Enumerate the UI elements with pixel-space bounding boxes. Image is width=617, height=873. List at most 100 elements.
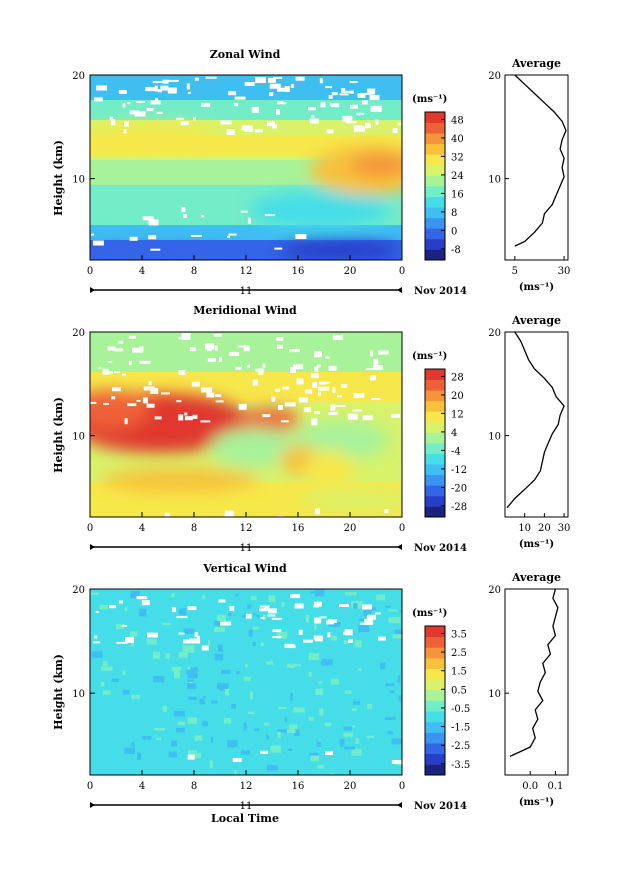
missing-data-cell [295,234,307,239]
heatmap-cell [124,747,135,754]
missing-data-cell [178,632,185,635]
missing-data-cell [93,641,101,644]
missing-data-cell [182,213,187,218]
missing-data-cell [124,418,128,425]
missing-data-cell [272,629,282,633]
missing-data-cell [296,378,304,385]
missing-data-cell [233,103,238,107]
missing-data-cell [142,397,148,404]
missing-data-cell [128,360,132,365]
missing-data-cell [134,111,146,117]
missing-data-cell [189,638,201,644]
missing-data-cell [353,125,363,130]
missing-data-cell [254,129,263,133]
heatmap-cell [276,632,287,639]
missing-data-cell [229,352,240,356]
colorbar-tick-label: 48 [451,115,464,126]
profile-line [509,588,559,757]
heatmap-region [100,468,260,492]
heatmap-cell [318,681,323,684]
missing-data-cell [330,404,336,411]
profile-y-tick-label: 20 [488,585,501,596]
heatmap-cell [388,609,398,612]
heatmap-cell [248,711,255,715]
missing-data-cell [143,386,155,391]
missing-data-cell [92,240,104,246]
heatmap-cell [187,671,198,679]
colorbar-swatch [425,112,445,123]
missing-data-cell [316,364,321,368]
profile-frame [504,331,569,518]
missing-data-cell [162,79,169,84]
heatmap-cell [245,663,248,668]
heatmap-band [90,75,402,100]
heatmap-cell [130,742,135,747]
x-tick-label: 16 [292,781,305,792]
heatmap-cell [287,748,293,751]
missing-data-cell [277,405,283,410]
missing-data-cell [293,364,304,370]
heatmap-cell [202,595,206,599]
missing-data-cell [271,396,276,402]
missing-data-cell [276,336,284,341]
x-tick-label: 0 [87,781,93,792]
missing-data-cell [327,632,331,638]
y-tick-label: 20 [72,585,85,596]
missing-data-cell [150,248,161,251]
missing-data-cell [193,117,196,121]
missing-data-cell [234,96,246,100]
heatmap-cell [224,718,232,724]
missing-data-cell [98,366,102,369]
missing-data-cell [374,612,381,615]
heatmap-cell [100,666,113,671]
colorbar-unit: (ms⁻¹) [412,351,447,362]
colorbar-swatch [425,495,445,507]
heatmap-cell [354,640,362,648]
missing-data-cell [178,370,186,375]
colorbar-frame [424,625,446,776]
missing-data-cell [128,335,136,339]
heatmap-cell [202,721,208,727]
colorbar-tick-label: 1.5 [451,667,467,678]
profile-x-tick-label: 30 [558,523,571,534]
missing-data-cell [181,207,186,213]
heatmap-cell [203,696,206,699]
heatmap-cell [91,651,103,658]
date-label: Nov 2014 [414,286,467,297]
y-tick-label: 20 [72,71,85,82]
missing-data-cell [367,614,376,620]
missing-data-cell [303,639,313,643]
heatmap-cell [243,676,251,682]
missing-data-cell [232,758,242,762]
missing-data-cell [391,413,401,418]
colorbar-unit: (ms⁻¹) [412,608,447,619]
missing-data-cell [342,90,350,93]
missing-data-cell [260,616,265,619]
heatmap-cell [287,730,296,733]
missing-data-cell [150,387,159,394]
missing-data-cell [375,119,379,125]
missing-data-cell [328,412,334,416]
missing-data-cell [284,643,295,648]
heatmap-cell [152,656,156,660]
heatmap-cell [268,595,276,602]
colorbar-swatch [425,421,445,433]
missing-data-cell [109,116,113,120]
colorbar-swatch [425,175,445,187]
ylabel-meridional: Height (km) [52,397,65,473]
missing-data-cell [154,85,158,92]
missing-data-cell [362,415,373,421]
heatmap-cell [399,610,402,613]
missing-data-cell [167,87,177,94]
heatmap-cell [293,707,305,713]
missing-data-cell [93,97,103,102]
heatmap-cell [190,667,199,672]
missing-data-cell [131,347,143,353]
x-tick-label: 0 [87,523,93,534]
missing-data-cell [218,599,226,603]
heatmap-cell [352,725,355,728]
missing-data-cell [312,382,318,389]
heatmap-cell [256,614,260,618]
missing-data-cell [141,600,150,606]
date-label: Nov 2014 [414,801,467,812]
